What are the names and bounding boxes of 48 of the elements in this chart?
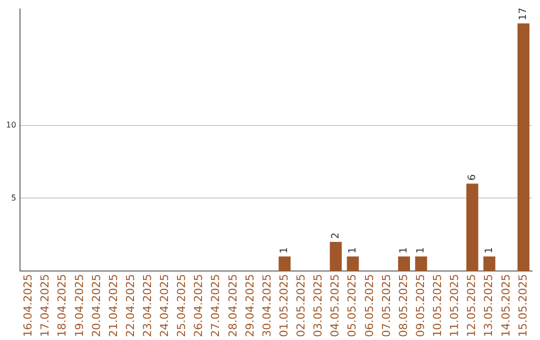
x-tick-label: 22.04.2025 — [124, 274, 137, 338]
x-tick-label: 26.04.2025 — [192, 274, 206, 338]
x-tick-label: 20.04.2025 — [90, 274, 103, 338]
x-tick-label: 09.05.2025 — [414, 274, 427, 338]
x-tick-label: 24.04.2025 — [158, 274, 172, 338]
x-tick-label: 10.05.2025 — [431, 274, 444, 338]
x-tick-label: 27.04.2025 — [209, 274, 222, 338]
y-tick-label: 10 — [6, 120, 16, 130]
x-tick-label: 29.04.2025 — [243, 274, 256, 338]
x-tick-label: 06.05.2025 — [362, 274, 376, 338]
x-tick-label: 21.04.2025 — [106, 274, 120, 338]
x-tick-label: 25.04.2025 — [175, 274, 188, 338]
x-tick-label: 01.05.2025 — [277, 274, 290, 338]
x-tick-label: 07.05.2025 — [380, 274, 393, 338]
x-tick-label: 23.04.2025 — [140, 274, 154, 338]
data-label: 1 — [347, 247, 358, 254]
x-tick-label: 14.05.2025 — [499, 274, 512, 338]
data-label: 1 — [398, 247, 410, 254]
x-tick-label: 12.05.2025 — [465, 274, 478, 338]
x-tick-label: 05.05.2025 — [346, 274, 359, 338]
data-label: 6 — [466, 174, 478, 181]
bar — [330, 242, 342, 272]
x-tick-label: 19.04.2025 — [72, 274, 86, 338]
x-tick-label: 04.05.2025 — [328, 274, 342, 338]
x-tick-label: 15.05.2025 — [516, 274, 530, 338]
data-label: 1 — [416, 247, 427, 254]
x-tick-label: 13.05.2025 — [482, 274, 496, 338]
data-label: 1 — [484, 247, 495, 254]
bar — [466, 184, 478, 272]
x-tick-label: 08.05.2025 — [396, 274, 410, 338]
x-tick-label: 28.04.2025 — [226, 274, 240, 338]
x-tick-label: 03.05.2025 — [312, 274, 325, 338]
bar — [415, 256, 428, 272]
data-label: 2 — [330, 232, 342, 239]
bar — [483, 256, 496, 272]
x-tick-label: 30.04.2025 — [260, 274, 274, 338]
x-tick-label: 18.04.2025 — [56, 274, 69, 338]
x-tick-label: 17.04.2025 — [38, 274, 52, 338]
y-tick-label: 5 — [11, 193, 16, 202]
bar — [346, 256, 359, 272]
x-tick-label: 16.04.2025 — [22, 274, 35, 338]
bar — [518, 23, 530, 272]
bar — [398, 256, 410, 272]
data-label: 17 — [518, 8, 530, 20]
bar — [278, 256, 291, 272]
x-tick-label: 11.05.2025 — [448, 274, 462, 338]
x-tick-label: 02.05.2025 — [294, 274, 308, 338]
data-label: 1 — [279, 247, 290, 254]
